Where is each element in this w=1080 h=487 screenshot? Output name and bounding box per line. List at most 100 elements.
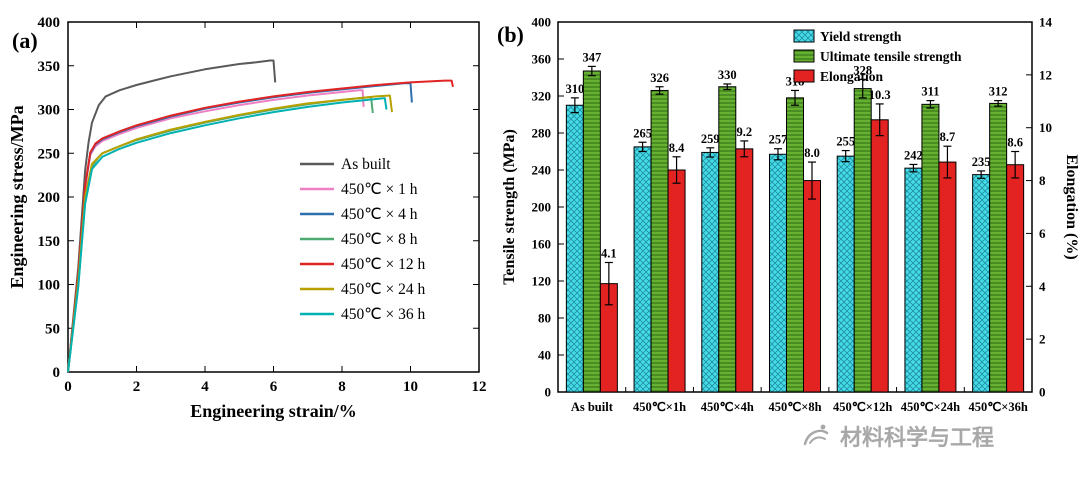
category-label: As built — [571, 400, 614, 414]
left-tick-label: 400 — [532, 15, 552, 30]
value-label: 328 — [853, 63, 872, 77]
legend-label: 450℃ × 8 h — [341, 231, 418, 248]
bar — [735, 148, 754, 393]
bar — [803, 180, 821, 393]
left-tick-label: 240 — [532, 163, 552, 178]
x-tick-label: 12 — [472, 379, 487, 395]
value-label: 9.2 — [736, 125, 752, 139]
y-tick-label: 350 — [38, 59, 61, 75]
value-label: 259 — [701, 132, 720, 146]
bar — [582, 70, 601, 393]
legend-label: 450℃ × 4 h — [341, 206, 418, 223]
category-label: 450℃×8h — [768, 400, 821, 414]
left-tick-label: 280 — [532, 126, 552, 141]
y-tick-label: 150 — [38, 234, 61, 250]
left-tick-label: 360 — [532, 52, 552, 67]
bar — [938, 161, 957, 393]
x-tick-label: 10 — [403, 379, 418, 395]
panel-b-label: (b) — [497, 22, 524, 47]
bar — [718, 86, 737, 393]
bar — [989, 102, 1008, 393]
legend-label: Ultimate tensile strength — [820, 49, 962, 64]
x-tick-label: 6 — [270, 379, 278, 395]
value-label: 242 — [904, 148, 923, 162]
value-label: 312 — [989, 85, 1008, 99]
legend-swatch — [793, 69, 815, 83]
x-tick-label: 2 — [133, 379, 141, 395]
y-tick-label: 50 — [45, 321, 60, 337]
legend-label: Elongation — [820, 69, 884, 84]
value-label: 8.4 — [669, 141, 685, 155]
series-curve — [67, 59, 277, 373]
bar — [701, 151, 720, 393]
left-tick-label: 320 — [532, 89, 552, 104]
value-label: 347 — [582, 50, 601, 64]
value-label: 311 — [921, 85, 939, 99]
mechanical-properties-bar-chart: 0 40 80 120 160 200 240 280 320 360 400 0 2 4 6 8 10 12 14… — [501, 15, 1080, 415]
y-tick-label: 400 — [38, 15, 61, 31]
bar — [904, 167, 923, 393]
value-label: 255 — [836, 135, 855, 149]
right-tick-label: 12 — [1039, 67, 1052, 82]
category-label: 450℃×12h — [833, 400, 892, 414]
legend-label: 450℃ × 24 h — [341, 281, 426, 298]
series-curve — [67, 89, 365, 373]
watermark: 材料科学与工程 — [800, 420, 994, 452]
value-label: 8.7 — [940, 130, 956, 144]
value-label: 8.0 — [804, 146, 820, 160]
bar — [921, 103, 940, 393]
left-tick-label: 160 — [532, 237, 552, 252]
value-label: 326 — [650, 71, 669, 85]
x-axis-title: Engineering strain/% — [190, 401, 357, 421]
right-tick-label: 10 — [1039, 120, 1052, 135]
bar — [650, 89, 669, 393]
right-tick-label: 4 — [1039, 279, 1046, 294]
bar — [786, 97, 804, 393]
bar — [836, 155, 855, 393]
y-tick-label: 250 — [38, 146, 61, 162]
bar — [853, 88, 872, 393]
value-label: 330 — [718, 68, 737, 82]
left-tick-label: 0 — [545, 385, 552, 400]
right-tick-label: 0 — [1039, 385, 1046, 400]
value-label: 235 — [972, 155, 991, 169]
legend-swatch — [793, 29, 815, 43]
value-label: 8.6 — [1007, 136, 1023, 150]
y-tick-label: 200 — [38, 190, 61, 206]
value-label: 4.1 — [601, 247, 617, 261]
bar — [870, 119, 889, 393]
series-curve — [67, 94, 393, 373]
y-tick-label: 300 — [38, 103, 61, 119]
x-tick-label: 4 — [201, 379, 209, 395]
bar — [667, 169, 686, 393]
y-tick-label: 100 — [38, 278, 61, 294]
value-label: 10.3 — [869, 88, 891, 102]
left-tick-label: 80 — [538, 311, 551, 326]
legend-label: 450℃ × 36 h — [341, 306, 426, 323]
bar — [769, 153, 787, 393]
value-label: 310 — [565, 82, 584, 96]
value-label: 257 — [769, 133, 788, 147]
legend-label: 450℃ × 12 h — [341, 256, 426, 273]
bar — [633, 146, 652, 393]
category-label: 450℃×24h — [901, 400, 960, 414]
left-axis-title: Tensile strength (MPa) — [501, 129, 518, 285]
bar — [565, 104, 584, 393]
panel-a-label: (a) — [12, 28, 38, 53]
legend-label: 450℃ × 1 h — [341, 181, 418, 198]
bar — [972, 174, 991, 393]
stress-strain-line-chart: 0 2 4 6 8 10 12 0 50 100 150 200 250 300 350 400 Enginee… — [7, 15, 487, 421]
series-curve — [67, 97, 388, 373]
y-tick-label: 0 — [53, 365, 61, 381]
value-label: 265 — [633, 126, 652, 140]
category-label: 450℃×1h — [633, 400, 686, 414]
legend-label: As built — [341, 156, 391, 173]
right-tick-label: 8 — [1039, 173, 1046, 188]
left-tick-label: 200 — [532, 200, 552, 215]
series-curve — [67, 79, 454, 373]
right-tick-label: 2 — [1039, 332, 1046, 347]
right-tick-label: 14 — [1039, 15, 1053, 30]
category-label: 450℃×36h — [968, 400, 1027, 414]
bar — [1006, 164, 1025, 393]
